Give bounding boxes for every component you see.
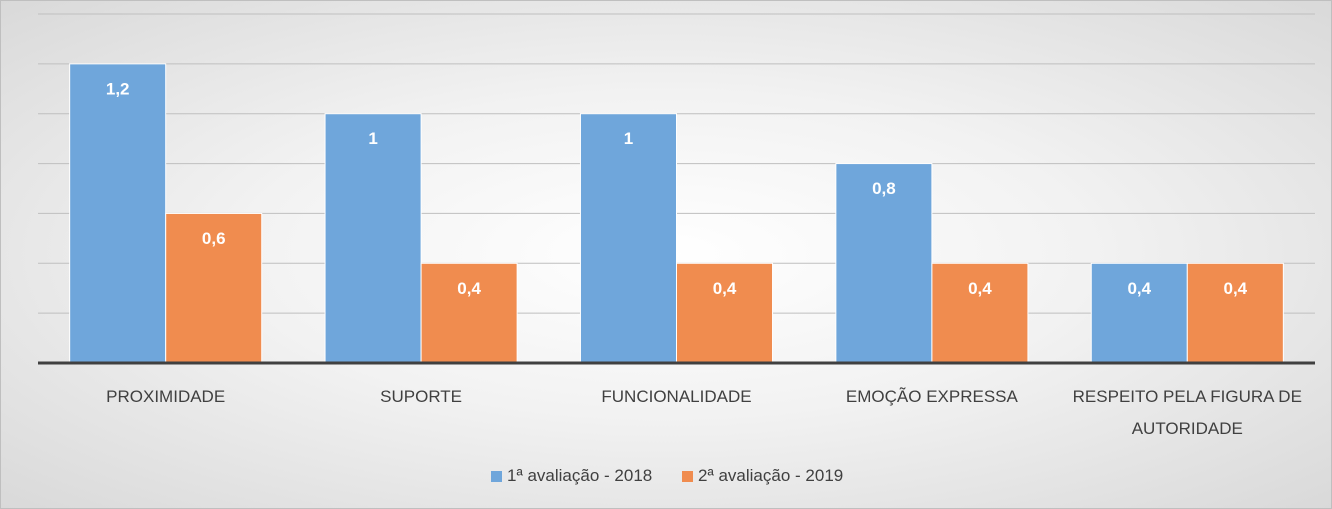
bar xyxy=(676,262,774,364)
x-tick-label: RESPEITO PELA FIGURA DE AUTORIDADE xyxy=(1072,387,1302,438)
data-label: 1,2 xyxy=(106,79,130,98)
data-label: 0,4 xyxy=(1223,279,1247,298)
data-label: 1 xyxy=(624,129,633,148)
bar xyxy=(165,212,263,364)
legend-swatch xyxy=(491,470,502,482)
bar xyxy=(931,262,1029,364)
legend-label: 2ª avaliação - 2019 xyxy=(698,466,844,485)
data-label: 1 xyxy=(368,129,377,148)
x-tick-label: EMOÇÃO EXPRESSA xyxy=(845,387,1018,406)
bar xyxy=(324,113,422,364)
x-tick-label: PROXIMIDADE xyxy=(106,387,226,406)
x-tick-label: SUPORTE xyxy=(380,387,463,406)
data-label: 0,4 xyxy=(968,279,992,298)
data-label: 0,6 xyxy=(202,229,226,248)
data-label: 0,4 xyxy=(713,279,737,298)
legend-item: 1ª avaliação - 2018 xyxy=(491,466,652,486)
legend-item: 2ª avaliação - 2019 xyxy=(682,466,843,486)
data-label: 0,4 xyxy=(457,279,481,298)
bar xyxy=(1090,262,1188,364)
legend-label: 1ª avaliação - 2018 xyxy=(507,466,653,485)
legend-swatch xyxy=(682,470,693,482)
x-tick-label: FUNCIONALIDADE xyxy=(601,387,752,406)
bar xyxy=(1186,262,1284,364)
data-label: 0,4 xyxy=(1127,279,1151,298)
bar xyxy=(579,113,678,364)
data-label: 0,8 xyxy=(872,179,896,198)
bar xyxy=(69,63,167,364)
